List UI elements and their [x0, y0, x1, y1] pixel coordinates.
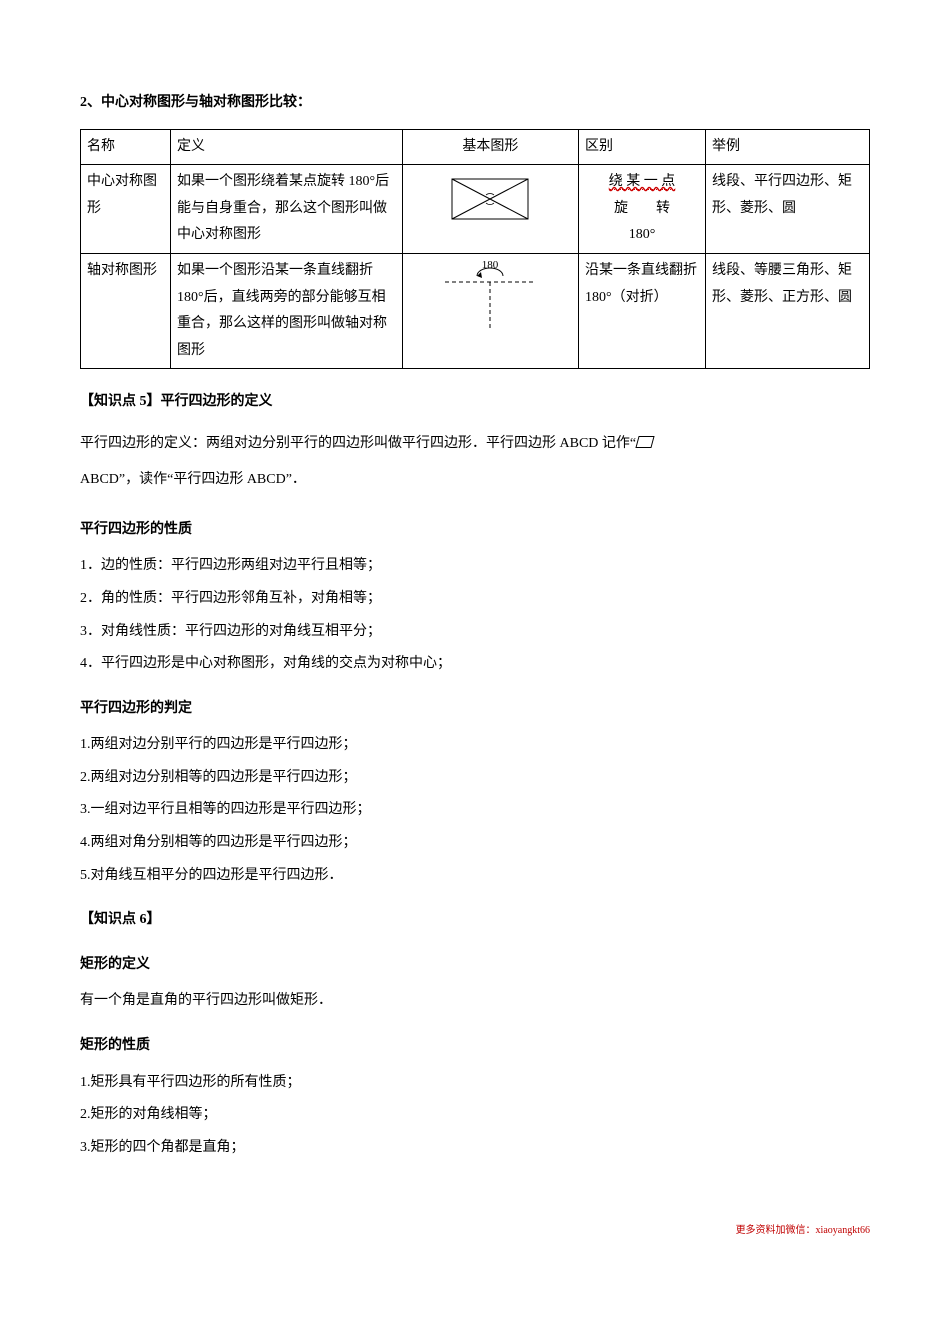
kp5-definition: 平行四边形的定义：两组对边分别平行的四边形叫做平行四边形．平行四边形 ABCD …: [80, 426, 870, 499]
cell-name: 中心对称图形: [81, 165, 171, 254]
table-row: 轴对称图形 如果一个图形沿某一条直线翻折 180°后，直线两旁的部分能够互相重合…: [81, 253, 870, 368]
cell-name: 轴对称图形: [81, 253, 171, 368]
cell-diff: 绕 某 一 点 旋 转 180°: [579, 165, 706, 254]
cell-def: 如果一个图形绕着某点旋转 180°后能与自身重合，那么这个图形叫做中心对称图形: [170, 165, 402, 254]
kp5-prop-item: 4．平行四边形是中心对称图形，对角线的交点为对称中心；: [80, 651, 870, 678]
kp5-judge-item: 2.两组对边分别相等的四边形是平行四边形；: [80, 765, 870, 792]
center-symmetry-figure-icon: [440, 169, 540, 240]
kp6-rect-def-title: 矩形的定义: [80, 952, 870, 979]
axis-symmetry-figure-icon: 180: [435, 258, 545, 349]
th-diff: 区别: [579, 129, 706, 165]
th-def: 定义: [170, 129, 402, 165]
cell-figure: 180: [402, 253, 578, 368]
kp5-prop-item: 2．角的性质：平行四边形邻角互补，对角相等；: [80, 586, 870, 613]
th-name: 名称: [81, 129, 171, 165]
table-row: 中心对称图形 如果一个图形绕着某点旋转 180°后能与自身重合，那么这个图形叫做…: [81, 165, 870, 254]
kp5-prop-item: 3．对角线性质：平行四边形的对角线互相平分；: [80, 619, 870, 646]
kp5-judge-item: 1.两组对边分别平行的四边形是平行四边形；: [80, 732, 870, 759]
kp6-rect-props-title: 矩形的性质: [80, 1033, 870, 1060]
kp5-judge-item: 3.一组对边平行且相等的四边形是平行四边形；: [80, 797, 870, 824]
cell-ex: 线段、平行四边形、矩形、菱形、圆: [706, 165, 870, 254]
kp5-def-tail: ABCD”，读作“平行四边形 ABCD”．: [80, 472, 306, 487]
th-ex: 举例: [706, 129, 870, 165]
kp5-props-title: 平行四边形的性质: [80, 517, 870, 544]
footer-text: 更多资料加微信：xiaoyangkt66: [80, 1221, 870, 1240]
kp5-prop-item: 1．边的性质：平行四边形两组对边平行且相等；: [80, 553, 870, 580]
kp6-title: 【知识点 6】: [80, 907, 870, 934]
cell-diff: 沿某一条直线翻折180°（对折）: [579, 253, 706, 368]
kp6-rect-prop-item: 3.矩形的四个角都是直角；: [80, 1135, 870, 1162]
th-fig: 基本图形: [402, 129, 578, 165]
cell-figure: [402, 165, 578, 254]
kp6-rect-def: 有一个角是直角的平行四边形叫做矩形．: [80, 988, 870, 1015]
kp5-judge-title: 平行四边形的判定: [80, 696, 870, 723]
diff-line2: 旋 转: [614, 201, 670, 216]
kp6-rect-prop-item: 2.矩形的对角线相等；: [80, 1102, 870, 1129]
table-header-row: 名称 定义 基本图形 区别 举例: [81, 129, 870, 165]
comparison-table: 名称 定义 基本图形 区别 举例 中心对称图形 如果一个图形绕着某点旋转 180…: [80, 129, 870, 370]
kp5-title: 【知识点 5】平行四边形的定义: [80, 389, 870, 416]
comparison-heading: 2、中心对称图形与轴对称图形比较：: [80, 90, 870, 117]
diff-line3: 180°: [629, 227, 656, 242]
cell-def: 如果一个图形沿某一条直线翻折 180°后，直线两旁的部分能够互相重合，那么这样的…: [170, 253, 402, 368]
kp5-judge-item: 5.对角线互相平分的四边形是平行四边形．: [80, 863, 870, 890]
cell-ex: 线段、等腰三角形、矩形、菱形、正方形、圆: [706, 253, 870, 368]
kp5-def-text: 平行四边形的定义：两组对边分别平行的四边形叫做平行四边形．平行四边形 ABCD …: [80, 436, 636, 451]
kp5-judge-item: 4.两组对角分别相等的四边形是平行四边形；: [80, 830, 870, 857]
parallelogram-symbol-icon: [636, 436, 655, 448]
diff-line1: 绕 某 一 点: [609, 174, 676, 190]
kp6-rect-prop-item: 1.矩形具有平行四边形的所有性质；: [80, 1070, 870, 1097]
